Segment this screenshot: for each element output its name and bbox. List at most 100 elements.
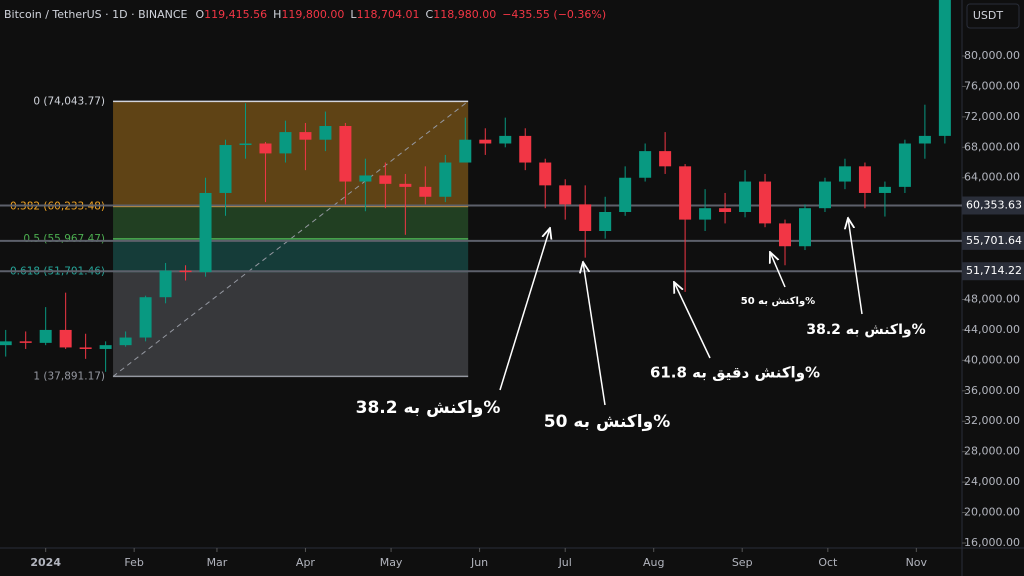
candle-body — [679, 166, 692, 220]
candle-body — [539, 162, 552, 186]
candle-body — [159, 270, 172, 298]
price-axis — [962, 0, 1024, 576]
candle-body — [399, 183, 412, 187]
annotation-arrow — [583, 262, 606, 406]
ohlc-key: O — [196, 8, 205, 21]
y-tick-label: 20,000.00 — [964, 506, 1020, 519]
change: −435.55 (−0.36%) — [502, 8, 606, 21]
plot: 0 (74,043.77)0.382 (60,233.48)0.5 (55,96… — [0, 0, 962, 382]
candle-body — [739, 181, 752, 212]
currency-button[interactable] — [966, 3, 1020, 29]
candle-body — [659, 151, 672, 167]
level-tag — [962, 231, 1024, 250]
candle-body — [759, 181, 772, 224]
fib-level-label: 0 (74,043.77) — [33, 95, 105, 107]
candle-body — [239, 143, 252, 146]
candle-body — [479, 139, 492, 144]
annotation: واکنش دقیق به 61.8% — [650, 364, 820, 382]
fib-level-label: 0.5 (55,967.47) — [23, 233, 105, 245]
symbol: Bitcoin / TetherUS · 1D · BINANCE — [4, 8, 188, 21]
ohlc-value: 118,704.01 — [357, 8, 420, 21]
candle-body — [99, 345, 112, 349]
level-label: 60,353.63 — [966, 198, 1022, 211]
candle-body — [519, 135, 532, 163]
candle-body — [59, 329, 72, 348]
candle-body — [878, 186, 891, 193]
candle-body — [39, 329, 52, 343]
fib-zone — [113, 206, 469, 239]
y-tick-label: 48,000.00 — [964, 292, 1020, 305]
candle-body — [579, 204, 592, 232]
y-tick-label: 16,000.00 — [964, 536, 1020, 549]
candle-body — [199, 192, 212, 273]
ohlc-value: 119,800.00 — [281, 8, 344, 21]
candle-body — [419, 186, 432, 197]
x-tick-label: Jun — [470, 556, 488, 569]
candle-body — [179, 270, 192, 273]
y-tick-label: 24,000.00 — [964, 475, 1020, 488]
chart-header: Bitcoin / TetherUS · 1D · BINANCE O119,41… — [4, 8, 606, 21]
candle-body — [379, 175, 392, 184]
candle-body — [339, 126, 352, 182]
y-tick-label: 68,000.00 — [964, 140, 1020, 153]
annotation: واکنش به 50% — [544, 412, 671, 432]
y-tick-label: 72,000.00 — [964, 110, 1020, 123]
candle-body — [938, 0, 951, 136]
x-tick-label: Sep — [732, 556, 753, 569]
candle-body — [818, 181, 831, 209]
candle-body — [19, 341, 32, 343]
x-tick-label: Nov — [906, 556, 928, 569]
candle-body — [279, 132, 292, 154]
candle-body — [599, 211, 612, 232]
y-tick-label: 36,000.00 — [964, 384, 1020, 397]
candle-body — [619, 177, 632, 212]
candle-body — [719, 208, 732, 212]
candle-body — [898, 143, 911, 187]
annotation: واکنش به 38.2% — [806, 322, 925, 338]
x-tick-label: Aug — [643, 556, 664, 569]
fib-zone — [113, 101, 469, 207]
level-label: 55,701.64 — [966, 234, 1022, 247]
annotation: واکنش به 38.2% — [356, 398, 501, 418]
level-label: 51,714.22 — [966, 264, 1022, 277]
x-tick-label: Feb — [124, 556, 143, 569]
y-tick-label: 32,000.00 — [964, 414, 1020, 427]
candle-body — [439, 162, 452, 197]
ohlc-key: C — [426, 8, 434, 21]
currency[interactable]: USDT — [973, 9, 1004, 22]
x-tick-label: Mar — [207, 556, 228, 569]
level-tag — [962, 262, 1024, 281]
candle-body — [779, 223, 792, 247]
fib-trend-line — [112, 100, 469, 377]
y-tick-label: 80,000.00 — [964, 49, 1020, 62]
ohlc-value: 118,980.00 — [433, 8, 496, 21]
ohlc-key: H — [273, 8, 281, 21]
annotation: واکنش به 50% — [741, 296, 815, 307]
candle-body — [838, 166, 851, 182]
ohlc-key: L — [350, 8, 357, 21]
y-tick-label: 40,000.00 — [964, 353, 1020, 366]
candle-body — [918, 135, 931, 144]
fib-level-label: 1 (37,891.17) — [33, 370, 105, 382]
candle-body — [639, 151, 652, 178]
annotation-arrow — [499, 228, 550, 391]
candle-body — [79, 347, 92, 349]
y-tick-label: 28,000.00 — [964, 445, 1020, 458]
x-tick-label: Oct — [818, 556, 838, 569]
annotation-arrow — [770, 252, 786, 288]
candle-body — [559, 185, 572, 205]
y-tick-label: 64,000.00 — [964, 171, 1020, 184]
annotation-arrow — [674, 282, 711, 359]
candle-body — [299, 132, 312, 140]
y-tick-label: 44,000.00 — [964, 323, 1020, 336]
candle-body — [0, 341, 12, 346]
level-tag — [962, 196, 1024, 215]
candle-body — [499, 135, 512, 144]
fib-zone — [113, 271, 469, 377]
candle-body — [858, 166, 871, 193]
x-tick-label: Apr — [296, 556, 316, 569]
candle-body — [259, 143, 272, 154]
candle-body — [319, 126, 332, 140]
candle-body — [119, 337, 132, 346]
